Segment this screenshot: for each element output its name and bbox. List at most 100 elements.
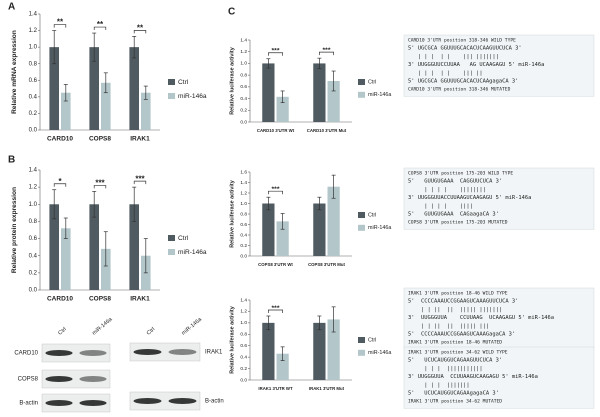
significance-label: ** <box>97 20 104 29</box>
blot-row-label: COPS8 <box>18 377 39 383</box>
sequence-line: 5' UGCGCA GGUUUGCACACUCAAgagaCA 3' <box>408 79 518 85</box>
sequence-line: | | || || ||||| ||| <box>408 323 489 329</box>
sequence-line: 3' UUGGGUUA CCUUAAG UCAAGAGU 5' miR-146a <box>408 315 554 321</box>
sequence-line: 5' GUUGUGAAA CAGaagaCA 3' <box>408 212 499 218</box>
blot-strip <box>41 393 111 413</box>
bar <box>262 63 275 122</box>
bar <box>49 204 59 290</box>
lane-label: miR-146a <box>181 316 204 337</box>
bar <box>89 204 99 290</box>
significance-bracket <box>93 185 107 189</box>
bar <box>313 203 326 256</box>
bar <box>129 204 139 290</box>
y-tick-label: 0.6 <box>240 222 247 228</box>
y-axis-label: Relative protein expression <box>11 187 18 273</box>
legend-label: miR-146a <box>368 225 391 231</box>
x-tick-label: IRAK1 <box>130 296 150 303</box>
legend-swatch <box>168 93 175 99</box>
lane-label: Ctrl <box>146 327 156 337</box>
sequence-line: CARD10 3'UTR position 318-346 WILD TYPE <box>408 38 516 44</box>
significance-label: *** <box>95 179 105 188</box>
blot-strip <box>129 342 201 362</box>
sequence-line: IRAK1 3'UTR position 18-46 WILD TYPE <box>408 291 508 297</box>
y-tick-label: 1.0 <box>29 45 38 51</box>
y-axis-label: Relative luciferase activity <box>229 180 235 247</box>
sequence-line: | | | | |||||||| <box>408 187 486 193</box>
blot-strip <box>41 343 111 363</box>
y-tick-label: 1.4 <box>240 297 247 303</box>
legend-label: Ctrl <box>368 337 376 343</box>
y-tick-label: 1.0 <box>240 61 247 67</box>
panel-label: A <box>8 2 15 13</box>
bar <box>313 322 326 380</box>
blot-band <box>45 376 73 382</box>
sequence-line: 5' UCUCAUGGUCAGAAgagaCA 3' <box>408 391 499 397</box>
sequence-line: | | | | | ||| || <box>408 70 483 76</box>
legend-swatch <box>168 79 175 85</box>
sequence-line: | | | | | ||| ||||||| <box>408 54 499 60</box>
y-tick-label: 1.4 <box>29 12 38 18</box>
y-tick-label: 0.2 <box>29 270 38 276</box>
legend-swatch <box>168 249 175 255</box>
bar <box>61 92 71 130</box>
bar <box>327 319 340 380</box>
sequence-line: 3' UUGGGUUACCUUAAGUCAAGAGU 5' miR-146a <box>408 195 531 201</box>
bar <box>101 82 111 130</box>
y-tick-label: 1.4 <box>29 168 38 174</box>
y-tick-label: 0.0 <box>29 128 38 134</box>
significance-bracket <box>53 183 67 187</box>
y-tick-label: 0.6 <box>240 343 247 349</box>
sequence-line: 5' CCCCAAAUCCGGAAGUCAAAGagaCA 3' <box>408 332 515 338</box>
legend-swatch <box>358 212 365 218</box>
sequence-box <box>403 34 595 97</box>
bar <box>276 221 289 256</box>
blot-band <box>45 350 73 356</box>
y-tick-label: 0.0 <box>240 119 247 125</box>
legend-swatch <box>168 235 175 241</box>
significance-bracket <box>133 30 147 34</box>
significance-label: *** <box>135 174 145 183</box>
legend-label: Ctrl <box>178 79 189 86</box>
y-tick-label: 1.4 <box>240 180 247 186</box>
bar <box>276 96 289 122</box>
significance-label: ** <box>137 23 144 32</box>
legend-label: miR-146a <box>368 350 391 356</box>
x-tick-label: COPS8 3'UTR Mut <box>308 262 345 267</box>
significance-bracket <box>268 309 283 313</box>
y-tick-label: 0.6 <box>240 84 247 90</box>
bar <box>89 47 99 131</box>
y-tick-label: 0.0 <box>240 253 247 259</box>
y-tick-label: 0.0 <box>29 288 38 294</box>
y-tick-label: 0.2 <box>240 366 247 372</box>
panel-label: B <box>8 155 15 166</box>
x-tick-label: CARD10 <box>47 136 73 143</box>
bar <box>141 92 151 130</box>
y-tick-label: 1.6 <box>240 169 247 175</box>
y-tick-label: 1.0 <box>29 202 38 208</box>
y-axis-label: Relative luciferase activity <box>229 47 235 114</box>
blot-band <box>168 398 197 404</box>
y-tick-label: 0.2 <box>29 111 38 117</box>
legend-swatch <box>358 91 365 98</box>
bar <box>49 47 59 131</box>
x-tick-label: CARD10 3'UTR Wt <box>257 128 295 133</box>
y-axis-label: Relative luciferase activity <box>229 306 235 373</box>
blot-band <box>79 400 107 406</box>
y-axis-label: Relative mRNA expression <box>11 30 18 114</box>
blot-strip <box>129 391 201 411</box>
legend-label: Ctrl <box>368 79 376 85</box>
significance-bracket <box>53 24 67 28</box>
sequence-line: 5' CCCCAAAUCCGGAAGUCAAAGUUCUCA 3' <box>408 299 518 305</box>
sequence-box <box>403 346 595 409</box>
bar <box>327 81 340 122</box>
sequence-line: IRAK1 3'UTR position 18-46 MUTATED <box>408 340 502 346</box>
x-tick-label: IRAK1 3'UTR Mut <box>309 386 345 391</box>
y-tick-label: 0.4 <box>240 232 247 238</box>
bar <box>101 248 111 290</box>
blot-band <box>133 349 162 355</box>
bar <box>61 228 71 290</box>
legend-label: miR-146a <box>178 249 207 256</box>
x-tick-label: COPS8 <box>89 136 111 143</box>
y-tick-label: 1.2 <box>240 49 247 55</box>
